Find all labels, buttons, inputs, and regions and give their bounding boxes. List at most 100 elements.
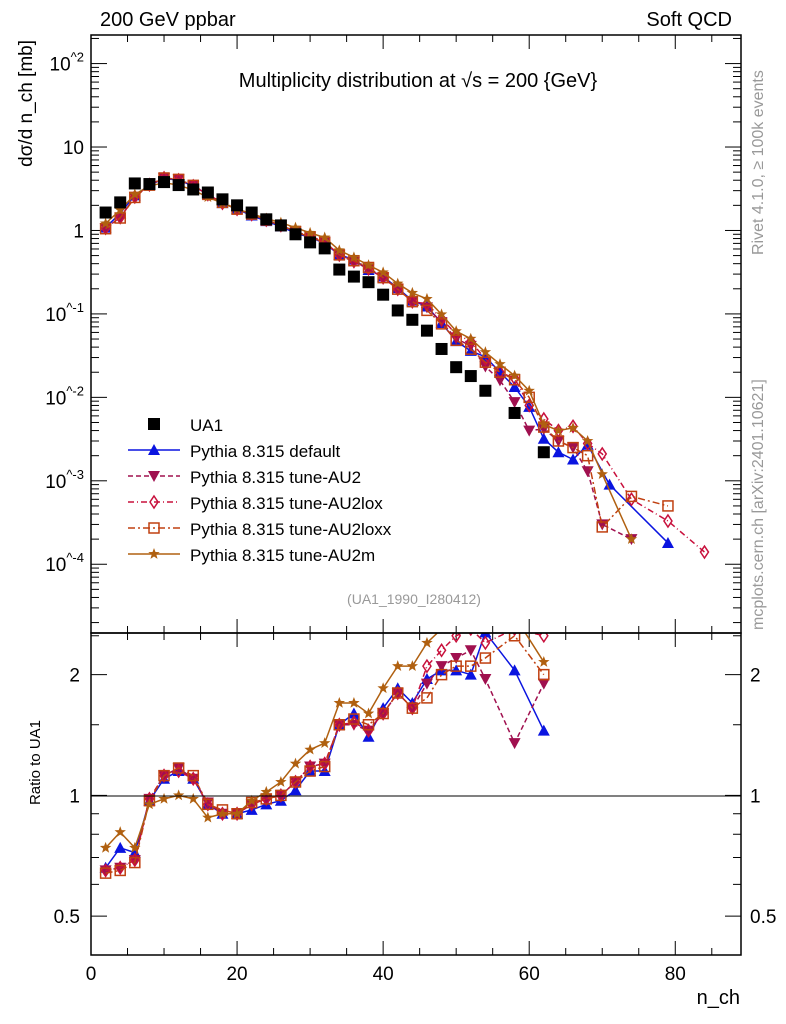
series-point-4: [304, 226, 316, 238]
header-right: Soft QCD: [646, 9, 732, 31]
series-point-1: [537, 423, 550, 435]
series-point-4: [596, 468, 608, 480]
series-point-4: [99, 217, 112, 229]
data-point: [187, 183, 200, 196]
ratio-point-4: [509, 610, 520, 621]
legend-label: Pythia 8.315 tune-AU2: [190, 468, 361, 487]
series-point-4: [465, 332, 477, 344]
ratio-point-1: [420, 678, 433, 690]
series-point-4: [523, 384, 535, 396]
x-tick-label: 0: [86, 964, 97, 985]
ratio-point-4: [406, 660, 419, 671]
y-tick-base: 10: [50, 55, 71, 76]
ratio-point-3: [465, 660, 477, 672]
ratio-point-4: [129, 841, 141, 853]
series-point-4: [581, 434, 594, 446]
x-tick-label: 20: [226, 964, 247, 985]
y-tick-exponent: ^-2: [66, 383, 84, 398]
y-tick-exponent: ^-1: [66, 300, 84, 315]
y-tick-label: 10^-1: [45, 300, 84, 326]
ratio-point-2: [188, 771, 199, 787]
ratio-point-3: [406, 702, 419, 714]
data-point: [537, 446, 550, 459]
series-point-4: [333, 244, 346, 256]
ratio-point-3: [435, 668, 448, 681]
ratio-point-0: [347, 707, 360, 719]
legend-marker: [148, 548, 160, 559]
ratio-plot-area: [99, 604, 550, 879]
ratio-point-4: [99, 841, 112, 853]
data-point: [128, 177, 141, 190]
legend-marker: [148, 418, 160, 430]
series-point-2: [568, 418, 578, 434]
ratio-point-3: [391, 687, 404, 699]
series-point-1: [493, 375, 506, 387]
ratio-point-4: [114, 826, 126, 837]
ratio-point-3: [289, 776, 302, 788]
ratio-point-4: [158, 792, 170, 804]
series-point-4: [552, 424, 565, 436]
series-point-2: [465, 334, 476, 349]
ratio-point-4: [319, 737, 331, 748]
data-point: [201, 186, 214, 199]
ratio-point-1: [435, 661, 448, 673]
data-point: [304, 236, 317, 249]
ratio-y-axis-label: Ratio to UA1: [27, 720, 44, 805]
ratio-point-2: [436, 642, 447, 658]
ratio-point-1: [201, 797, 214, 809]
x-tick-label: 60: [519, 964, 540, 985]
ratio-point-4: [172, 789, 185, 801]
ratio-point-2: [217, 806, 228, 822]
data-point: [333, 263, 346, 276]
ratio-point-0: [289, 784, 302, 796]
ratio-line-0: [105, 633, 545, 869]
series-point-2: [699, 544, 710, 560]
data-point: [450, 361, 463, 374]
series-point-3: [662, 500, 674, 512]
data-point: [347, 270, 360, 283]
legend-label: UA1: [190, 416, 223, 435]
series-point-3: [465, 343, 477, 355]
ratio-tick-label: 0.5: [54, 907, 80, 928]
series-point-4: [377, 266, 389, 278]
rivet-label: Rivet 4.1.0, ≥ 100k events: [750, 70, 767, 255]
ratio-point-3: [114, 864, 126, 877]
series-point-3: [479, 356, 492, 368]
legend-marker: [149, 494, 159, 510]
ratio-point-0: [464, 668, 477, 680]
legend-marker: [148, 471, 160, 482]
ratio-point-4: [348, 696, 360, 708]
ratio-point-2: [480, 635, 491, 651]
ratio-point-4: [480, 604, 491, 615]
ratio-frame: [90, 632, 742, 956]
ratio-point-3: [158, 769, 170, 782]
legend-label: Pythia 8.315 tune-AU2lox: [190, 494, 383, 513]
data-point: [114, 196, 127, 209]
ratio-line-3: [105, 634, 545, 874]
series-line-1: [105, 177, 632, 540]
ratio-point-3: [362, 719, 375, 731]
x-tick-label: 80: [665, 964, 686, 985]
data-point: [99, 206, 112, 219]
ratio-point-4: [143, 798, 156, 810]
series-point-4: [129, 188, 141, 200]
main-plot-area: [99, 170, 710, 560]
y-tick-label: 10^-4: [45, 550, 84, 576]
y-tick-base: 10: [45, 305, 66, 326]
series-point-4: [319, 231, 331, 243]
series-point-2: [524, 398, 535, 413]
data-point: [318, 242, 331, 255]
series-point-0: [661, 536, 674, 548]
y-tick-exponent: ^-4: [66, 550, 84, 565]
ratio-point-4: [450, 616, 461, 627]
data-point: [362, 276, 375, 289]
ratio-point-3: [421, 692, 433, 704]
ratio-point-1: [479, 674, 492, 686]
data-point: [508, 406, 521, 419]
data-point: [406, 313, 419, 326]
series-point-4: [479, 346, 492, 358]
ratio-point-4: [304, 743, 316, 755]
ratio-point-4: [245, 794, 258, 806]
data-point: [143, 178, 156, 191]
